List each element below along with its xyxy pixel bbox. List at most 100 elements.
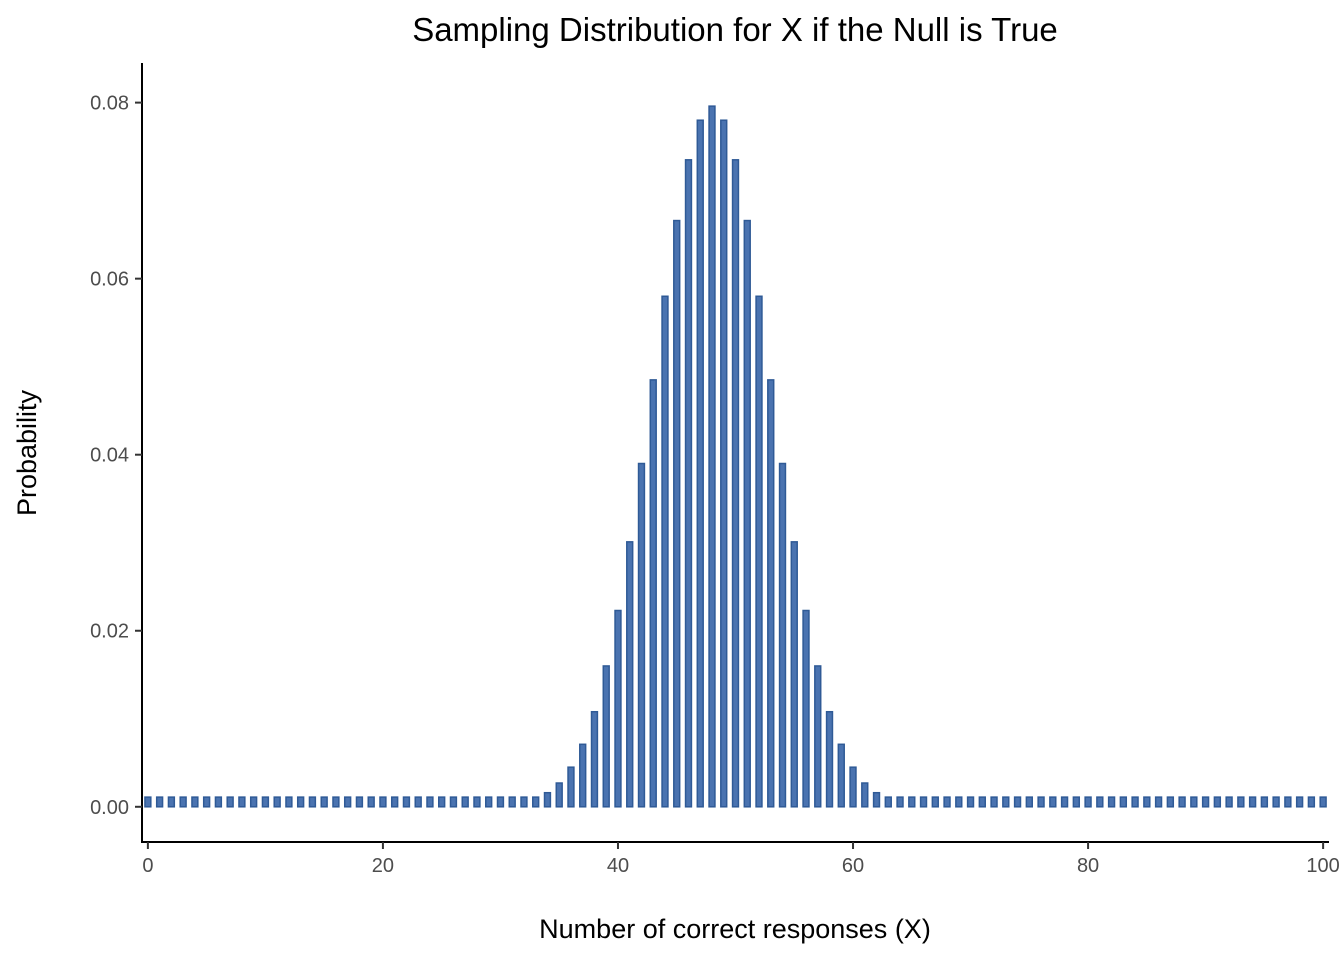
bar-x-30 — [496, 796, 505, 808]
bar-x-19 — [367, 796, 375, 808]
bar-x-100 — [1319, 796, 1327, 808]
bar-x-99 — [1307, 796, 1316, 808]
bar-x-81 — [1096, 796, 1104, 808]
bar-x-37 — [579, 743, 587, 808]
bar-x-75 — [1025, 796, 1033, 808]
bar-x-1 — [155, 796, 164, 808]
bar-x-13 — [296, 796, 305, 808]
bar-x-10 — [261, 796, 270, 808]
bar-x-43 — [649, 379, 657, 808]
bar-x-63 — [884, 796, 892, 808]
bar-x-45 — [673, 219, 681, 808]
bar-x-12 — [285, 796, 293, 808]
bar-x-93 — [1237, 796, 1245, 808]
bar-x-72 — [990, 796, 998, 808]
bar-x-50 — [731, 159, 740, 808]
y-axis-label: Probability — [12, 389, 42, 516]
bar-x-91 — [1213, 796, 1222, 808]
bar-x-76 — [1037, 796, 1045, 808]
y-tick-label: 0.08 — [90, 93, 129, 115]
bar-x-29 — [485, 796, 493, 808]
bar-x-57 — [814, 665, 822, 808]
bar-x-0 — [144, 796, 152, 808]
bar-x-3 — [179, 796, 187, 808]
bar-x-98 — [1295, 796, 1304, 808]
bar-x-27 — [461, 796, 469, 808]
bar-x-61 — [861, 782, 869, 808]
bar-x-56 — [802, 609, 810, 808]
y-tick-label: 0.06 — [90, 269, 129, 291]
bar-x-31 — [508, 796, 516, 808]
bar-x-8 — [238, 796, 246, 808]
bar-x-82 — [1107, 796, 1116, 808]
bar-x-71 — [978, 796, 986, 808]
bar-x-89 — [1190, 796, 1198, 808]
bar-x-40 — [614, 609, 622, 808]
bar-x-70 — [966, 796, 975, 808]
bar-x-47 — [696, 119, 704, 808]
bar-x-51 — [743, 219, 751, 808]
bar-x-9 — [249, 796, 258, 808]
bar-x-18 — [355, 796, 364, 808]
bar-x-36 — [567, 766, 575, 808]
y-axis-ticks: 0.00 0.02 0.04 0.06 0.08 — [90, 93, 142, 819]
bar-x-14 — [308, 796, 317, 808]
bar-x-64 — [896, 796, 904, 808]
x-axis-label: Number of correct responses (X) — [539, 914, 931, 944]
bar-x-65 — [908, 796, 916, 808]
bar-x-77 — [1049, 796, 1057, 808]
x-tick-label: 100 — [1306, 855, 1339, 877]
bar-x-11 — [273, 796, 281, 808]
bar-x-21 — [390, 796, 399, 808]
bar-x-80 — [1084, 796, 1092, 808]
bar-x-2 — [167, 796, 176, 808]
x-axis-ticks: 0 20 40 60 80 100 — [142, 842, 1340, 877]
y-tick-label: 0.04 — [90, 445, 129, 467]
bar-x-5 — [202, 796, 211, 808]
bar-x-86 — [1154, 796, 1163, 808]
bar-x-97 — [1284, 796, 1292, 808]
bars-group — [144, 105, 1327, 808]
bar-x-66 — [919, 796, 928, 808]
bar-x-94 — [1248, 796, 1257, 808]
x-tick-label: 60 — [842, 855, 864, 877]
bar-x-58 — [825, 710, 834, 808]
bar-x-22 — [402, 796, 411, 808]
bar-x-34 — [543, 791, 552, 808]
bar-x-44 — [661, 295, 669, 808]
bar-x-73 — [1002, 796, 1010, 808]
bar-x-55 — [790, 541, 798, 808]
bar-x-38 — [590, 710, 599, 808]
bar-x-52 — [755, 295, 763, 808]
bar-x-88 — [1178, 796, 1186, 808]
bar-x-49 — [720, 119, 728, 808]
bar-x-6 — [214, 796, 223, 808]
bar-x-33 — [532, 796, 540, 808]
bar-x-62 — [872, 791, 881, 808]
bar-x-53 — [767, 379, 775, 808]
x-tick-label: 40 — [607, 855, 629, 877]
bar-x-60 — [849, 766, 857, 808]
bar-x-46 — [684, 159, 693, 808]
bar-x-96 — [1272, 796, 1280, 808]
bar-x-20 — [379, 796, 387, 808]
bar-x-7 — [226, 796, 234, 808]
y-tick-label: 0.02 — [90, 621, 129, 643]
bar-x-83 — [1119, 796, 1128, 808]
x-tick-label: 80 — [1077, 855, 1099, 877]
bar-x-39 — [602, 665, 610, 808]
bar-x-48 — [708, 105, 716, 808]
chart-title: Sampling Distribution for X if the Null … — [412, 11, 1058, 48]
bar-x-90 — [1201, 796, 1210, 808]
bar-x-68 — [943, 796, 951, 808]
bar-x-74 — [1013, 796, 1022, 808]
bar-x-95 — [1260, 796, 1269, 808]
bar-x-41 — [626, 541, 634, 808]
bar-x-25 — [438, 796, 446, 808]
bar-x-17 — [343, 796, 352, 808]
bar-x-15 — [320, 796, 328, 808]
bar-x-85 — [1143, 796, 1151, 808]
bar-x-35 — [555, 782, 563, 808]
x-tick-label: 0 — [142, 855, 153, 877]
